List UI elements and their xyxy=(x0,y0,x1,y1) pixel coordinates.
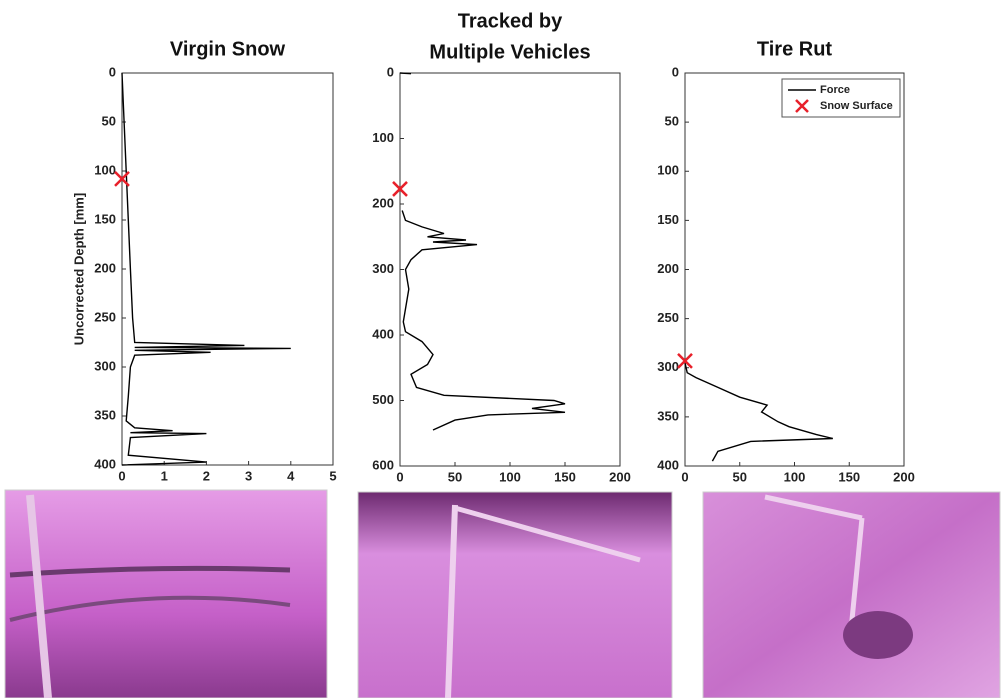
x-tick-label: 200 xyxy=(893,469,915,484)
y-tick-label: 300 xyxy=(94,358,116,373)
x-tick-label: 50 xyxy=(733,469,747,484)
y-tick-label: 300 xyxy=(372,261,394,276)
plot-area xyxy=(685,73,904,466)
chart-title: Multiple Vehicles xyxy=(429,41,590,63)
y-tick-label: 500 xyxy=(372,392,394,407)
y-tick-label: 150 xyxy=(94,211,116,226)
y-tick-label: 200 xyxy=(94,260,116,275)
legend-label: Snow Surface xyxy=(820,100,893,112)
photo-detail xyxy=(843,611,913,659)
x-tick-label: 50 xyxy=(448,469,462,484)
photo xyxy=(5,490,327,698)
legend-label: Force xyxy=(820,84,850,96)
plot-area xyxy=(400,73,620,466)
y-tick-label: 250 xyxy=(94,309,116,324)
figure: Virgin SnowUncorrected Depth [mm]0501001… xyxy=(0,0,1003,698)
chart-title: Virgin Snow xyxy=(170,38,286,60)
chart-title: Tire Rut xyxy=(757,38,833,60)
y-tick-label: 100 xyxy=(372,130,394,145)
y-tick-label: 400 xyxy=(94,456,116,471)
chart-title: Tracked by xyxy=(458,10,563,32)
y-tick-label: 50 xyxy=(665,114,679,129)
page: Virgin SnowUncorrected Depth [mm]0501001… xyxy=(0,0,1003,698)
y-tick-label: 200 xyxy=(657,261,679,276)
x-tick-label: 1 xyxy=(161,468,168,483)
x-tick-label: 0 xyxy=(681,469,688,484)
y-tick-label: 150 xyxy=(657,212,679,227)
x-tick-label: 150 xyxy=(838,469,860,484)
y-tick-label: 300 xyxy=(657,359,679,374)
x-tick-label: 200 xyxy=(609,469,631,484)
y-tick-label: 600 xyxy=(372,457,394,472)
x-tick-label: 2 xyxy=(203,468,210,483)
x-tick-label: 3 xyxy=(245,468,252,483)
y-tick-label: 250 xyxy=(657,310,679,325)
y-tick-label: 200 xyxy=(372,195,394,210)
y-tick-label: 0 xyxy=(672,64,679,79)
y-tick-label: 100 xyxy=(94,162,116,177)
x-tick-label: 100 xyxy=(499,469,521,484)
photo xyxy=(703,492,1000,698)
y-tick-label: 0 xyxy=(109,64,116,79)
x-tick-label: 100 xyxy=(784,469,806,484)
y-tick-label: 400 xyxy=(372,326,394,341)
y-tick-label: 100 xyxy=(657,163,679,178)
photos xyxy=(5,490,1000,698)
y-tick-label: 400 xyxy=(657,457,679,472)
plot-area xyxy=(122,73,333,465)
y-tick-label: 350 xyxy=(657,408,679,423)
y-axis-label: Uncorrected Depth [mm] xyxy=(71,193,86,345)
x-tick-label: 5 xyxy=(329,468,336,483)
y-tick-label: 0 xyxy=(387,64,394,79)
x-tick-label: 0 xyxy=(118,468,125,483)
y-tick-label: 350 xyxy=(94,407,116,422)
x-tick-label: 150 xyxy=(554,469,576,484)
x-tick-label: 4 xyxy=(287,468,295,483)
x-tick-label: 0 xyxy=(396,469,403,484)
y-tick-label: 50 xyxy=(102,113,116,128)
